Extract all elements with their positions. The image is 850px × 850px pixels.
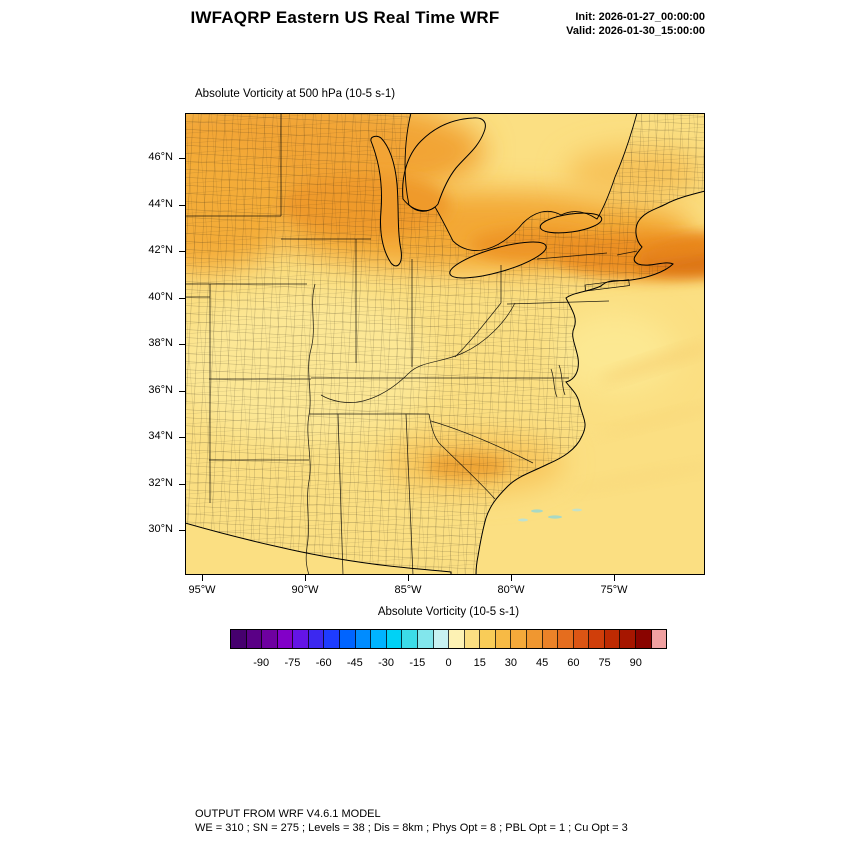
colorbar-title: Absolute Vorticity (10-5 s-1) <box>377 606 520 618</box>
colorbar-tick-label: 0 <box>445 657 452 669</box>
lon-tick-label: 90°W <box>291 584 319 596</box>
init-time: Init: 2026-01-27_00:00:00 <box>575 11 705 23</box>
lat-tick-label: 32°N <box>148 476 173 489</box>
colorbar-cell <box>480 630 496 648</box>
footer-model-line: OUTPUT FROM WRF V4.6.1 MODEL <box>195 808 381 820</box>
lat-tick-label: 40°N <box>148 290 173 303</box>
colorbar-tick-label: -75 <box>284 657 301 669</box>
colorbar-tick-label: -45 <box>346 657 363 669</box>
lat-tick-mark <box>179 530 185 531</box>
colorbar-cell <box>324 630 341 648</box>
lat-tick-label: 30°N <box>148 523 173 535</box>
lat-axis: 46°N 44°N 42°N 40°N 38°N 36°N 34°N 32°N 30°N <box>130 113 185 575</box>
lon-tick-label: 85°W <box>394 584 422 596</box>
colorbar-cell <box>355 630 372 648</box>
colorbar-cell <box>651 630 667 648</box>
lat-tick-label: 36°N <box>148 383 173 396</box>
colorbar-cell <box>340 630 356 648</box>
state-boundaries <box>185 113 638 575</box>
page-title: IWFAQRP Eastern US Real Time WRF <box>190 8 500 27</box>
coastline <box>185 113 705 575</box>
colorbar-cell <box>604 630 621 648</box>
lat-tick-mark <box>179 297 185 299</box>
colorbar-cell <box>231 630 247 648</box>
colorbar-cell <box>558 630 574 648</box>
lat-tick-mark <box>179 390 185 392</box>
lat-tick-mark <box>179 483 185 485</box>
colorbar-tick-label: 60 <box>567 657 580 669</box>
colorbar-cell <box>402 630 418 648</box>
colorbar-cell <box>293 630 309 648</box>
lon-tick-mark <box>614 575 615 581</box>
colorbar-cell <box>511 630 527 648</box>
colorbar-cell <box>449 630 465 648</box>
lon-tick-mark <box>202 575 203 581</box>
colorbar-tick-label: 75 <box>598 657 611 669</box>
colorbar-cell <box>495 630 512 648</box>
map-plot <box>185 113 705 575</box>
great-lakes <box>370 117 603 279</box>
lon-tick-mark <box>305 575 306 581</box>
lat-tick-mark <box>179 437 185 438</box>
map-border <box>185 113 705 575</box>
lon-tick-mark <box>408 575 409 581</box>
colorbar-cell <box>246 630 263 648</box>
colorbar-tick-label: -60 <box>315 657 332 669</box>
vorticity-map-svg <box>185 113 705 575</box>
colorbar-tick-label: 30 <box>504 657 518 669</box>
run-info: Init: 2026-01-27_00:00:00 Valid: 2026-01… <box>566 10 705 38</box>
colorbar-cell <box>573 630 590 648</box>
colorbar-cell <box>526 630 543 648</box>
colorbar-tick-label: -15 <box>409 657 426 669</box>
lon-tick-label: 80°W <box>497 584 525 596</box>
colorbar-cell <box>636 630 652 648</box>
valid-time: Valid: 2026-01-30_15:00:00 <box>566 25 705 37</box>
lon-tick-label: 75°W <box>600 584 628 596</box>
colorbar-cell <box>464 630 481 648</box>
lat-tick-mark <box>179 158 185 159</box>
colorbar-cell <box>371 630 387 648</box>
lat-tick-label: 38°N <box>148 337 173 349</box>
lat-tick-mark <box>179 204 185 206</box>
colorbar-cell <box>542 630 559 648</box>
colorbar-cell <box>386 630 403 648</box>
colorbar-cell <box>433 630 450 648</box>
colorbar-cell <box>417 630 434 648</box>
colorbar-tick-label: 90 <box>629 657 642 669</box>
county-texture <box>185 113 705 575</box>
colorbar-cell <box>620 630 637 648</box>
colorbar-cell <box>277 630 294 648</box>
colorbar-ticks: -90 -75 -60 -45 -30 -15 0 15 30 45 60 75 90 <box>230 657 667 673</box>
colorbar-tick-label: -90 <box>253 657 270 669</box>
colorbar-cell <box>589 630 605 648</box>
colorbar-tick-label: 45 <box>536 657 549 669</box>
lat-tick-label: 46°N <box>148 151 173 163</box>
colorbar <box>230 629 667 649</box>
colorbar-tick-label: -30 <box>378 657 395 669</box>
lat-tick-label: 34°N <box>148 430 173 442</box>
plot-title: Absolute Vorticity at 500 hPa (10-5 s-1) <box>195 88 396 100</box>
lon-tick-label: 95°W <box>188 584 216 596</box>
footer-config-line: WE = 310 ; SN = 275 ; Levels = 38 ; Dis … <box>195 822 628 834</box>
lat-tick-label: 44°N <box>148 197 173 210</box>
lat-tick-mark <box>179 344 185 345</box>
lat-tick-mark <box>179 251 185 252</box>
colorbar-cell <box>308 630 325 648</box>
lon-axis: 95°W 90°W 85°W 80°W 75°W <box>185 575 705 605</box>
lat-tick-label: 42°N <box>148 244 173 256</box>
colorbar-tick-label: 15 <box>473 657 486 669</box>
lon-tick-mark <box>511 575 512 581</box>
colorbar-cell <box>262 630 278 648</box>
